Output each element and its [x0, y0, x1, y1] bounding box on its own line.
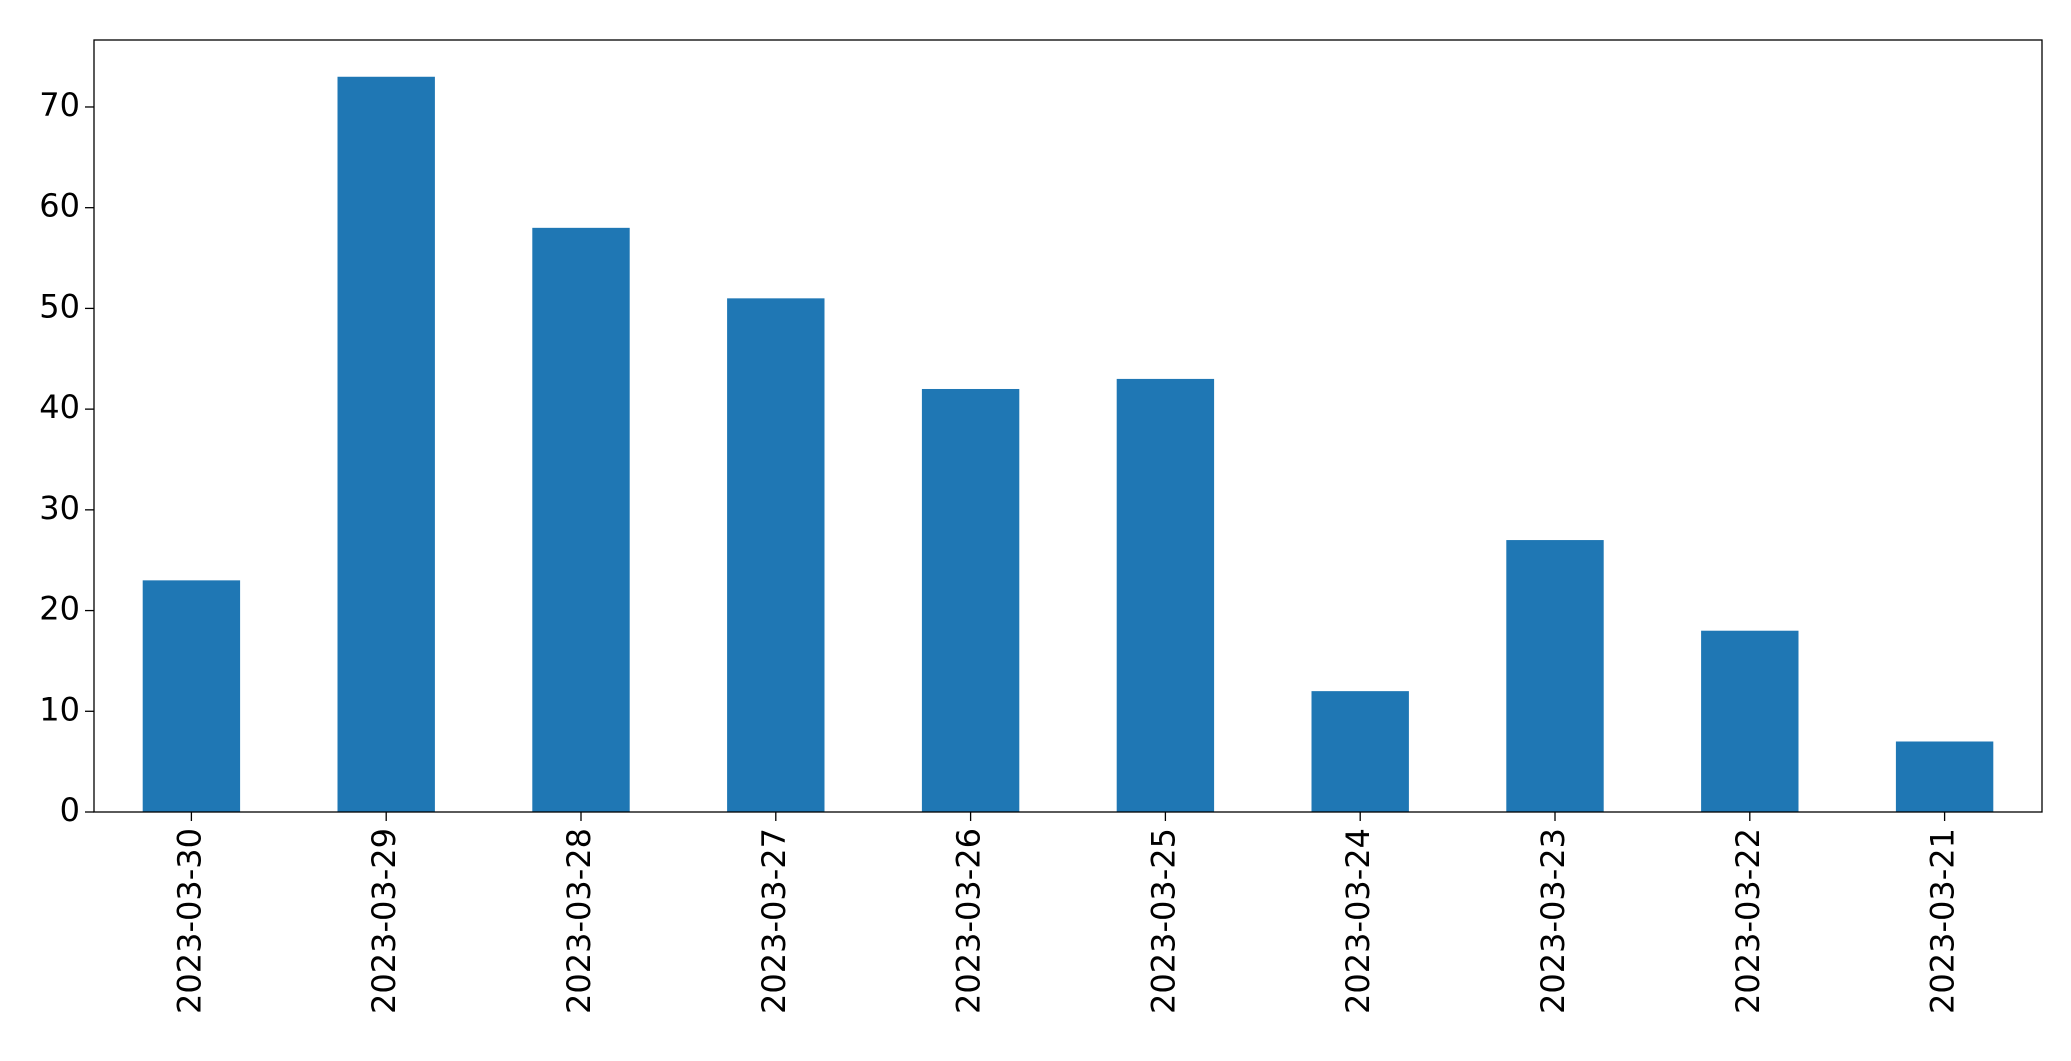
- x-tick-label: 2023-03-21: [1924, 828, 1962, 1014]
- bar: [1311, 691, 1409, 812]
- x-tick-label: 2023-03-23: [1534, 828, 1572, 1014]
- bar: [532, 227, 630, 812]
- x-tick-label: 2023-03-27: [755, 828, 793, 1014]
- y-tick-label: 30: [39, 489, 80, 527]
- x-tick-label: 2023-03-26: [950, 828, 988, 1014]
- x-tick-label: 2023-03-25: [1144, 828, 1182, 1014]
- x-tick-label: 2023-03-24: [1339, 828, 1377, 1014]
- bar: [727, 298, 825, 812]
- y-tick-label: 0: [60, 791, 80, 829]
- bar: [1116, 378, 1215, 812]
- y-tick-label: 20: [39, 590, 80, 628]
- bar: [337, 76, 435, 812]
- x-tick-label: 2023-03-28: [560, 828, 598, 1014]
- y-tick-label: 70: [39, 86, 80, 124]
- bar: [142, 580, 241, 812]
- x-tick-label: 2023-03-29: [365, 828, 403, 1014]
- bar: [1506, 540, 1604, 812]
- plot-frame: [93, 39, 2043, 813]
- y-tick-label: 50: [39, 287, 80, 325]
- y-tick-label: 40: [39, 388, 80, 426]
- x-tick-label: 2023-03-22: [1729, 828, 1767, 1014]
- y-tick-label: 10: [39, 690, 80, 728]
- bar: [1701, 630, 1799, 812]
- bar: [921, 388, 1020, 812]
- y-tick-label: 60: [39, 187, 80, 225]
- bar: [1895, 741, 1994, 812]
- x-tick-label: 2023-03-30: [170, 828, 208, 1014]
